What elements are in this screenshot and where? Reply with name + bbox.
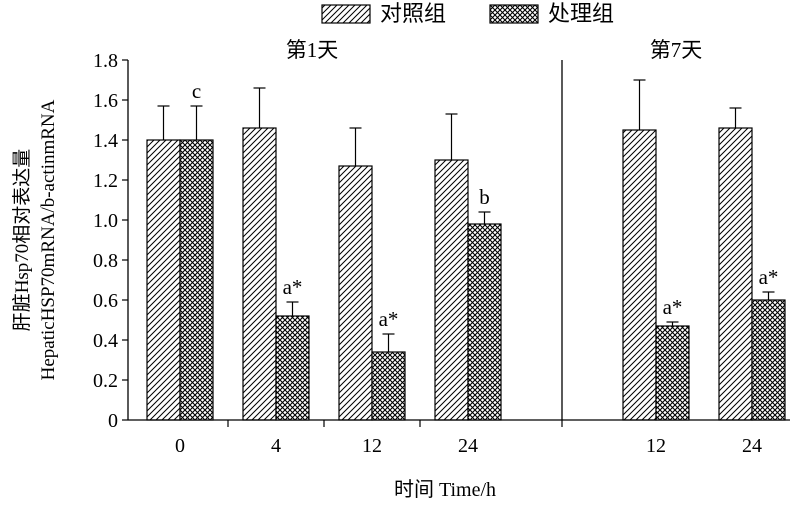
x-tick-label: 4	[271, 435, 281, 457]
bar	[371, 351, 406, 421]
y-tick-label: 0.8	[93, 250, 118, 272]
bar	[338, 165, 373, 421]
data-label: a*	[663, 295, 683, 319]
legend-label-control: 对照组	[380, 1, 446, 26]
bar	[655, 325, 690, 421]
bar	[434, 159, 469, 421]
data-label: b	[479, 185, 490, 209]
legend-swatch-treatment	[489, 4, 539, 24]
bar	[622, 129, 657, 421]
y-tick-label: 1.4	[93, 130, 118, 152]
panel-title-day7: 第7天	[650, 38, 703, 62]
y-tick-label: 0.4	[93, 330, 118, 352]
data-label: a*	[379, 307, 399, 331]
x-tick-label: 12	[362, 435, 382, 457]
legend-label-treatment: 处理组	[548, 1, 614, 26]
y-tick-label: 0.2	[93, 370, 118, 392]
x-tick-label: 12	[646, 435, 666, 457]
legend-swatch-control	[321, 4, 371, 24]
plot-area: 0 0.2 0.4 0.6 0.8 1.0 1.2 1.4 1.6 1.8 0 c 4 a* 12 a* 24 b…	[93, 50, 790, 457]
x-axis-title: 时间 Time/h	[394, 478, 496, 501]
bar	[751, 299, 786, 421]
y-axis-title-line2: HepaticHSP70mRNA/b-actinmRNA	[38, 99, 59, 380]
y-tick-label: 0.6	[93, 290, 118, 312]
bar	[467, 223, 502, 421]
panel-title-day1: 第1天	[286, 38, 339, 62]
data-label: a*	[283, 275, 303, 299]
x-tick-label: 24	[742, 435, 762, 457]
bar	[718, 127, 753, 421]
x-tick-label: 0	[175, 435, 185, 457]
data-label: c	[192, 79, 201, 103]
y-tick-label: 1.8	[93, 50, 118, 72]
data-label: a*	[759, 265, 779, 289]
y-axis-title-line1: 肝脏Hsp70相对表达量	[11, 149, 33, 332]
x-tick-label: 24	[458, 435, 478, 457]
bar	[146, 139, 181, 421]
bar	[242, 127, 277, 421]
y-tick-label: 0	[108, 410, 118, 432]
bar	[275, 315, 310, 421]
y-tick-label: 1.6	[93, 90, 118, 112]
y-tick-label: 1.0	[93, 210, 118, 232]
legend: 对照组 处理组	[321, 1, 614, 26]
y-tick-label: 1.2	[93, 170, 118, 192]
bar	[179, 139, 214, 421]
